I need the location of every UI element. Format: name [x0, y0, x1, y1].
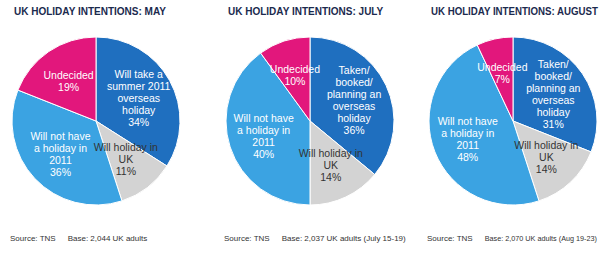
slice-value-label: 11% [116, 165, 136, 177]
base-note: Base: 2,044 UK adults [68, 234, 148, 243]
source-note: Source: TNS [10, 234, 56, 243]
slice-label-line: holiday [337, 112, 371, 124]
slice-value-label: 36% [50, 166, 71, 178]
slice-label-line: Will not have [438, 115, 498, 127]
slice-value-label: 34% [128, 116, 149, 128]
slice-value-label: 14% [536, 163, 557, 175]
slice-value-label: 31% [543, 118, 564, 130]
pie-chart: UK HOLIDAY INTENTIONS: JULY Taken/booked/… [224, 6, 406, 243]
base-note: Base: 2,070 UK adults (Aug 19-23) [485, 234, 598, 243]
slice-label-line: Undecided [270, 63, 320, 75]
slice-label-line: UK [539, 151, 554, 163]
slice-value-label: 10% [284, 75, 305, 87]
chart-canvas: UK HOLIDAY INTENTIONS: MAY Will take asum… [0, 0, 600, 258]
slice-label-line: Will holiday in [94, 141, 158, 153]
pie-slice [429, 45, 539, 205]
slice-label-line: a holiday in [237, 124, 290, 136]
base-note: Base: 2,037 UK adults (July 15-19) [282, 234, 406, 243]
slice-value-label: 40% [253, 148, 274, 160]
pie-slice [226, 53, 310, 205]
slice-label-line: Taken/ [538, 58, 569, 70]
slice-label: Taken/booked/planning anoverseasholiday [526, 58, 580, 118]
pie-chart: UK HOLIDAY INTENTIONS: MAY Will take asum… [10, 6, 180, 243]
pie-slice [310, 121, 375, 205]
slice-label-line: holiday [122, 104, 156, 116]
slice-label: Will holiday inUK [94, 141, 158, 165]
slice-label-line: overseas [333, 100, 376, 112]
slice-label-line: Undecided [477, 61, 527, 73]
slice-value-label: 48% [457, 151, 478, 163]
pie-chart: UK HOLIDAY INTENTIONS: AUGUST Taken/booke… [427, 6, 598, 243]
slice-label: Taken/booked/planning anoverseasholiday [327, 64, 381, 124]
slice-label-line: UK [323, 159, 338, 171]
pie-slice [477, 37, 513, 121]
slice-label-line: holiday [537, 106, 571, 118]
slice-label: Will not havea holiday in2011 [438, 115, 498, 151]
slice-label-line: a holiday in [441, 127, 494, 139]
chart-title: UK HOLIDAY INTENTIONS: AUGUST [431, 6, 598, 17]
slice-label: Will take asummer 2011overseasholiday [107, 68, 171, 116]
slice-label-line: a holiday in [34, 142, 87, 154]
slice-label: Undecided [44, 69, 94, 81]
slice-label-line: Will not have [30, 130, 90, 142]
slice-label: Will not havea holiday in2011 [30, 130, 90, 166]
source-note: Source: TNS [224, 234, 270, 243]
chart-title: UK HOLIDAY INTENTIONS: JULY [228, 6, 384, 17]
pie-slice [261, 37, 310, 121]
slice-label-line: overseas [532, 94, 575, 106]
slice-label: Undecided [270, 63, 320, 75]
slice-label-line: planning an [327, 88, 381, 100]
slice-label-line: Will holiday in [299, 147, 363, 159]
slice-label-line: 2011 [252, 136, 275, 148]
slice-label-line: planning an [526, 82, 580, 94]
slice-value-label: 19% [58, 81, 79, 93]
slice-label-line: 2011 [456, 139, 479, 151]
slice-label-line: Will not have [234, 112, 294, 124]
slice-label: Undecided [477, 61, 527, 73]
slice-label-line: Taken/ [339, 64, 370, 76]
slice-label-line: 2011 [49, 154, 72, 166]
slice-value-label: 7% [495, 73, 510, 85]
slice-label-line: booked/ [535, 70, 572, 82]
slice-label-line: Undecided [44, 69, 94, 81]
chart-title: UK HOLIDAY INTENTIONS: MAY [14, 6, 166, 17]
slice-label-line: Will holiday in [514, 139, 578, 151]
slice-label: Will not havea holiday in2011 [234, 112, 294, 148]
slice-label: Will holiday inUK [514, 139, 578, 163]
slice-label-line: UK [119, 153, 134, 165]
slice-label-line: booked/ [335, 76, 372, 88]
slice-value-label: 14% [320, 171, 341, 183]
slice-label-line: Will take a [114, 68, 163, 80]
slice-label-line: overseas [117, 92, 160, 104]
slice-value-label: 36% [344, 124, 365, 136]
pie-slice [18, 37, 96, 121]
slice-label-line: summer 2011 [107, 80, 171, 92]
source-note: Source: TNS [427, 234, 473, 243]
slice-label: Will holiday inUK [299, 147, 363, 171]
